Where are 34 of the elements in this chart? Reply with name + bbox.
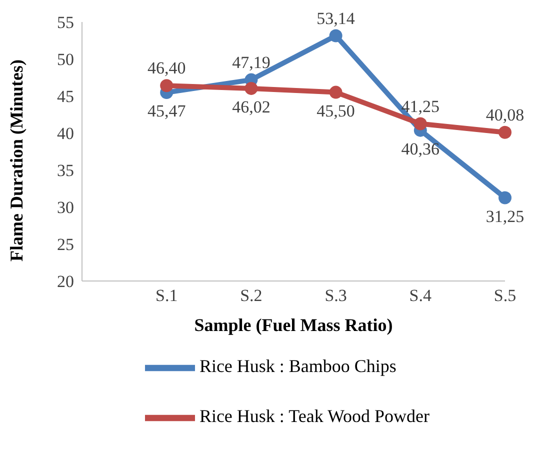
data-label: 47,19: [232, 52, 270, 72]
point: [160, 79, 174, 92]
x-tick-label: S.5: [494, 286, 516, 306]
y-tick-label: 25: [57, 235, 74, 254]
x-tick-label: S.1: [155, 286, 178, 306]
x-tick-label: S.3: [324, 286, 347, 306]
y-tick-label: 55: [57, 13, 74, 32]
x-tick-label: S.4: [409, 286, 432, 306]
data-label: 41,25: [401, 96, 440, 116]
legend-label: Rice Husk : Bamboo Chips: [199, 356, 396, 376]
x-tick-label: S.2: [240, 286, 262, 306]
data-label: 53,14: [316, 8, 356, 28]
y-tick-label: 20: [57, 272, 74, 292]
point: [414, 117, 427, 130]
data-label: 31,25: [486, 206, 524, 226]
y-tick-label: 30: [57, 198, 74, 218]
point: [329, 86, 342, 99]
data-label: 46,40: [147, 58, 186, 78]
data-label: 46,02: [232, 97, 270, 116]
y-tick-label: 45: [57, 87, 74, 106]
y-tick-label: 50: [57, 50, 74, 70]
y-tick-label: 40: [57, 124, 74, 144]
x-axis-title: Sample (Fuel Mass Ratio): [194, 315, 393, 335]
y-axis-title: Flame Duration (Minutes): [6, 60, 26, 262]
point: [498, 126, 512, 139]
point: [498, 191, 512, 204]
data-label: 45,50: [316, 101, 355, 120]
point: [329, 29, 342, 42]
data-label: 45,47: [147, 102, 186, 121]
data-label: 40,08: [486, 105, 524, 124]
y-tick-label: 35: [57, 161, 74, 180]
point: [244, 82, 258, 95]
legend-label: Rice Husk : Teak Wood Powder: [199, 406, 430, 426]
data-label: 40,36: [401, 139, 440, 158]
